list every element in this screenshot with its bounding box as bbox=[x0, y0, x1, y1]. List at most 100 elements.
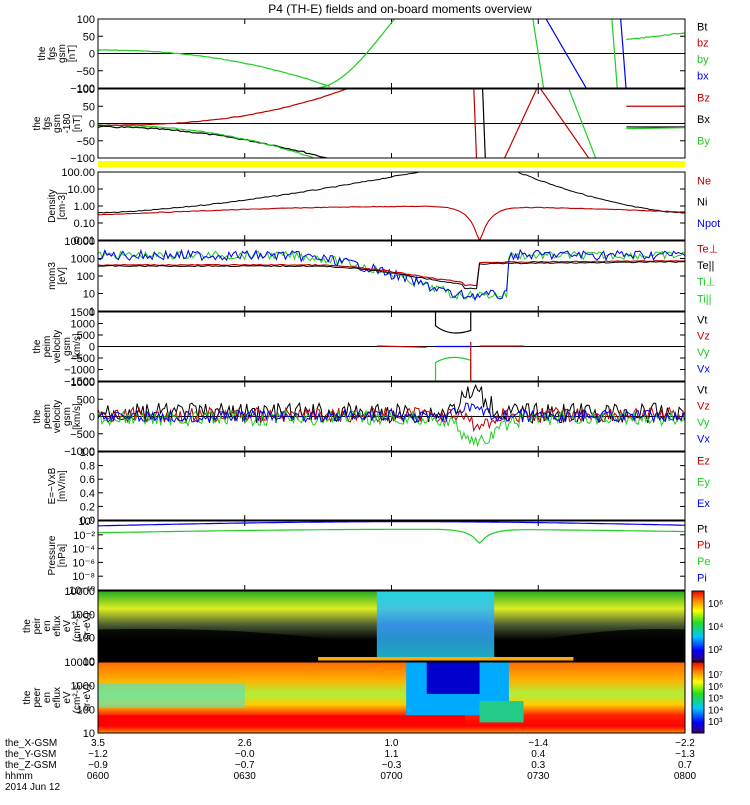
panel-pressure: 10⁰ 10⁻² 10⁻⁴10⁻⁶ 10⁻⁸ 10⁻¹⁰ Pressure [nPa] Pt P… bbox=[47, 516, 710, 597]
series-Ti-par bbox=[98, 250, 685, 300]
colorbar-peer bbox=[691, 661, 705, 734]
y-axis-label: velocity bbox=[52, 400, 63, 433]
y-tick-label: 1 bbox=[89, 306, 95, 318]
footer-value: 0800 bbox=[674, 771, 697, 782]
y-axis-label: -180 bbox=[62, 113, 73, 133]
y-axis-label: [nPa] bbox=[57, 544, 68, 568]
y-axis-label: eV bbox=[62, 691, 73, 704]
y-axis-label: eflux bbox=[52, 687, 63, 708]
y-tick-label: 100 bbox=[77, 14, 95, 26]
legend-peem-0: Vt bbox=[697, 384, 707, 396]
footer-value: 0630 bbox=[234, 771, 257, 782]
y-tick-label: 0.01 bbox=[74, 235, 95, 247]
footer-row-label: the_Z-GSM bbox=[5, 760, 57, 771]
legend-peem-3: Vx bbox=[697, 434, 710, 446]
series-Te-perp bbox=[98, 259, 685, 287]
y-tick-label: 100 bbox=[77, 704, 95, 716]
panel-content-peim bbox=[98, 312, 685, 381]
series-Ti-perp bbox=[98, 248, 685, 302]
y-tick-label: 0.6 bbox=[80, 474, 95, 486]
y-axis-label: [km/s] bbox=[72, 403, 83, 430]
colorbar-label: 10⁶ bbox=[708, 682, 723, 693]
y-axis-label: sr-eV) bbox=[82, 684, 93, 711]
series-Bz bbox=[98, 89, 348, 127]
y-tick-label: −1000 bbox=[64, 365, 95, 377]
legend-peim-2: Vy bbox=[697, 347, 710, 359]
legend-efield-1: Ey bbox=[697, 477, 710, 489]
y-axis-label: the bbox=[22, 619, 33, 633]
spectrogram-cavity bbox=[376, 591, 495, 661]
y-tick-label: 0.8 bbox=[80, 461, 95, 473]
series-Vz-2 bbox=[376, 345, 427, 348]
footer-value: 0.7 bbox=[678, 760, 692, 771]
series-Ni bbox=[98, 172, 685, 214]
series-bx bbox=[545, 19, 587, 88]
legend-efield-0: Ez bbox=[697, 455, 710, 467]
legend-peim-1: Vz bbox=[697, 331, 710, 343]
series-By-3 bbox=[626, 127, 685, 130]
legend-fgs-1: bz bbox=[697, 38, 709, 50]
y-axis-label: gsm bbox=[57, 44, 68, 63]
y-tick-label: 10⁻⁸ bbox=[72, 571, 95, 583]
legend-peem-2: Vy bbox=[697, 417, 710, 429]
legend-pressure-0: Pt bbox=[697, 523, 707, 535]
legend-peim-0: Vt bbox=[697, 314, 707, 326]
legend-fgs2-2: By bbox=[697, 135, 710, 147]
y-axis-label: peim bbox=[42, 336, 53, 358]
panel-frame bbox=[97, 240, 686, 312]
colorbar-label: 10⁵ bbox=[708, 694, 723, 705]
legend-fgs-3: bx bbox=[697, 71, 709, 83]
spectrogram-band bbox=[318, 657, 574, 661]
y-tick-label: −100 bbox=[70, 153, 95, 165]
panel-frame bbox=[97, 381, 686, 452]
panel-frame bbox=[97, 311, 686, 382]
y-tick-label: −500 bbox=[70, 353, 95, 365]
panel-efield: 1.0 0.80.6 0.40.2 0.0 E=−VxB [mV/m] Ez Ey Ex bbox=[47, 447, 710, 527]
y-tick-label: 50 bbox=[83, 31, 95, 43]
legend-peem-1: Vz bbox=[697, 401, 710, 413]
legend-fgs2-0: Bz bbox=[697, 92, 710, 104]
y-tick-label: 10 bbox=[83, 289, 95, 301]
series-Vz bbox=[98, 406, 685, 433]
spectrogram-cavity-core bbox=[426, 662, 480, 694]
y-tick-label: 10 bbox=[83, 728, 95, 740]
series-Bz-3 bbox=[503, 89, 590, 158]
y-tick-label: −500 bbox=[70, 429, 95, 441]
panel-frame bbox=[97, 451, 686, 521]
y-tick-label: 500 bbox=[77, 394, 95, 406]
series-bx-2 bbox=[620, 19, 627, 88]
y-tick-label: 10⁻⁶ bbox=[72, 557, 95, 569]
y-axis-label: velocity bbox=[52, 330, 63, 363]
y-tick-label: 10⁻⁴ bbox=[72, 544, 95, 556]
y-tick-label: 1000 bbox=[71, 254, 95, 266]
footer-value: −0.7 bbox=[235, 760, 255, 771]
panel-frame bbox=[97, 590, 686, 662]
series-by-2 bbox=[611, 19, 618, 88]
legend-temp-0: Te⊥ bbox=[697, 243, 718, 255]
y-axis-label: eflux bbox=[52, 615, 63, 636]
legend-fgs-0: Bt bbox=[697, 21, 707, 33]
y-axis-label: en bbox=[42, 692, 53, 703]
y-axis-label: [km/s] bbox=[72, 333, 83, 360]
y-axis-label: fgs bbox=[47, 47, 58, 60]
y-axis-label: the bbox=[32, 116, 43, 130]
colorbar-label: 10⁶ bbox=[708, 599, 723, 610]
series-Bx bbox=[98, 125, 329, 158]
panel-fgs2: 100 50 0 −50 −100 the fgs gsm -180 [nT] Bz Bx By bbox=[32, 84, 710, 165]
y-axis-label: (cm²-s- bbox=[72, 610, 83, 642]
y-axis-label: gsm bbox=[62, 337, 73, 356]
y-tick-label: 100 bbox=[77, 84, 95, 96]
legend-fgs-2: by bbox=[697, 54, 709, 66]
panel-content-peir bbox=[98, 591, 685, 661]
legend-peim-3: Vx bbox=[697, 364, 710, 376]
y-axis-label: [nT] bbox=[67, 45, 78, 62]
series-Pi bbox=[98, 521, 685, 527]
y-axis-label: the bbox=[22, 690, 33, 704]
y-tick-label: −100 bbox=[70, 83, 95, 95]
panel-content-temp bbox=[98, 248, 685, 302]
footer-value: −1.3 bbox=[675, 749, 695, 760]
spectrogram-green bbox=[479, 701, 524, 723]
y-tick-label: 10⁻² bbox=[73, 530, 95, 542]
